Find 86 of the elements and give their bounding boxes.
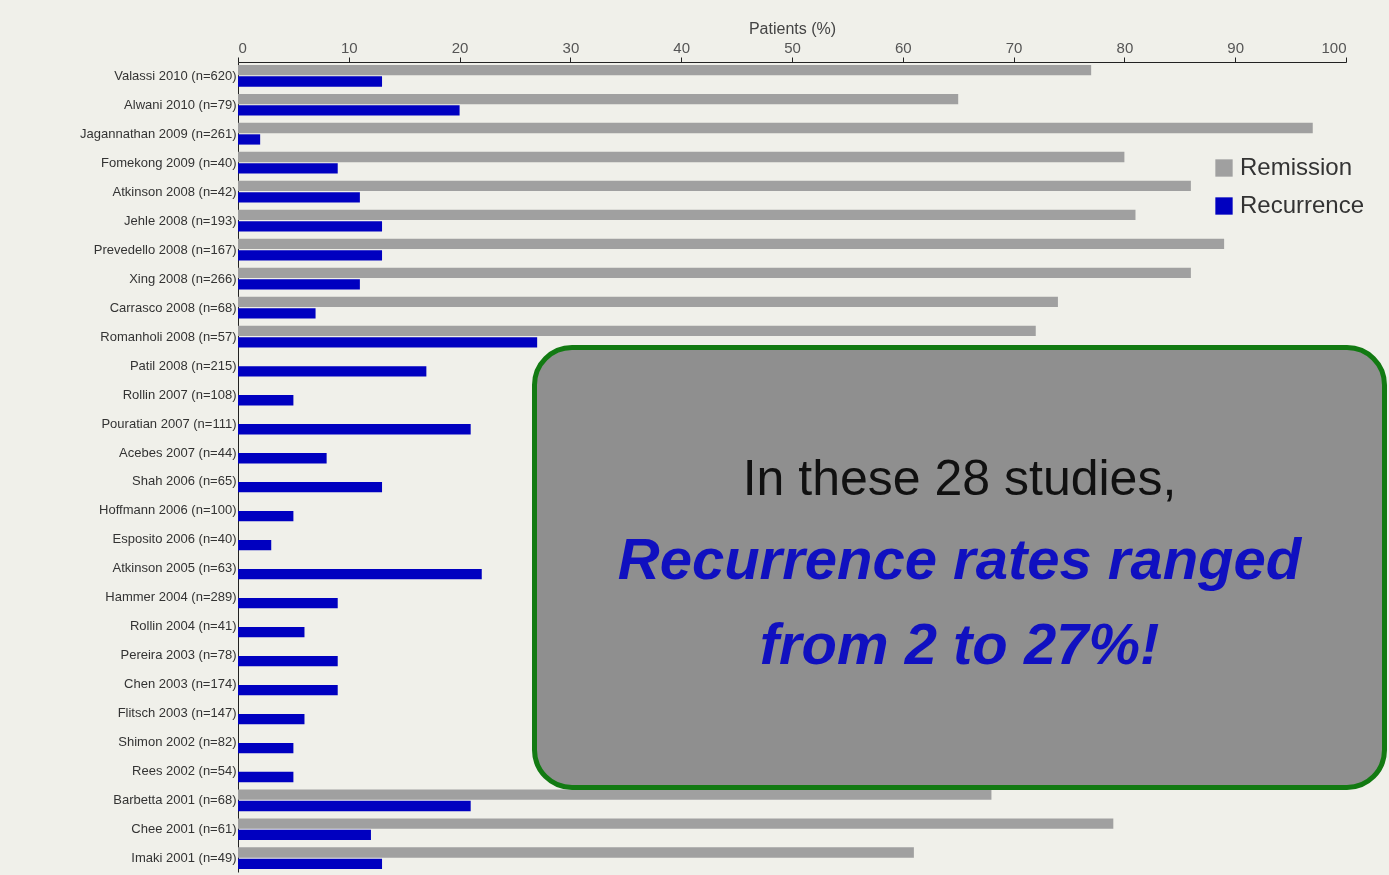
bar: [238, 279, 360, 290]
y-tick-label: Jehle 2008 (n=193): [124, 212, 237, 228]
y-tick-label: Rollin 2007 (n=108): [122, 386, 237, 402]
bar: [238, 684, 338, 696]
x-tick-label: 90: [1227, 38, 1245, 56]
bar: [238, 209, 1136, 221]
y-tick-label: Valassi 2010 (n=620): [114, 67, 237, 83]
bar: [238, 337, 538, 348]
x-tick-label: 10: [340, 38, 358, 56]
legend-label: Remission: [1240, 153, 1353, 180]
bar: [238, 858, 383, 870]
y-tick-label: Imaki 2001 (n=49): [131, 850, 237, 866]
y-tick-label: Chee 2001 (n=61): [131, 821, 237, 837]
x-tick-label: 70: [1005, 38, 1023, 56]
bar: [238, 221, 383, 232]
bar: [238, 163, 338, 174]
bar: [238, 308, 316, 319]
legend-label: Recurrence: [1240, 191, 1365, 218]
y-tick-label: Atkinson 2005 (n=63): [112, 560, 237, 576]
bar: [238, 511, 294, 522]
y-tick-label: Carrasco 2008 (n=68): [109, 299, 237, 315]
y-tick-label: Pereira 2003 (n=78): [120, 647, 237, 663]
y-tick-label: Xing 2008 (n=266): [129, 270, 237, 286]
y-tick-label: Rees 2002 (n=54): [132, 763, 237, 779]
bar: [238, 238, 1225, 250]
bar: [238, 424, 471, 435]
bar: [238, 180, 1191, 192]
bar: [238, 395, 294, 406]
y-tick-label: Pouratian 2007 (n=111): [101, 415, 237, 431]
bar: [238, 366, 427, 377]
y-tick-label: Patil 2008 (n=215): [129, 357, 237, 373]
x-tick-label: 20: [451, 38, 469, 56]
x-tick-label: 40: [673, 38, 691, 56]
bar: [238, 267, 1191, 279]
bar: [238, 800, 471, 812]
y-tick-label: Fomekong 2009 (n=40): [100, 154, 237, 170]
bar: [238, 151, 1125, 163]
bar: [238, 540, 272, 551]
bar: [238, 655, 338, 667]
y-tick-label: Barbetta 2001 (n=68): [113, 792, 237, 808]
x-tick-label: 100: [1321, 38, 1347, 56]
bar: [238, 597, 338, 609]
bar: [238, 569, 482, 580]
bar: [238, 105, 460, 116]
bar: [238, 453, 327, 464]
bar: [238, 626, 305, 638]
x-tick-label: 30: [562, 38, 580, 56]
annotation: Recurrence rates ranged from 2 to 27%!: [616, 525, 1303, 678]
x-tick-label: 80: [1116, 38, 1134, 56]
y-tick-label: Shah 2006 (n=65): [132, 473, 237, 489]
bar: [238, 192, 360, 203]
bar: [238, 325, 1036, 337]
callout-box: In these 28 studies, Recurrence rates ranged from 2 to 27%!: [532, 345, 1387, 790]
x-axis-title: Patients (%): [748, 19, 837, 37]
bar: [238, 829, 371, 841]
bar: [238, 742, 294, 754]
annotation: In these 28 studies,: [741, 449, 1178, 508]
y-tick-label: Flitsch 2003 (n=147): [117, 705, 237, 721]
bar: [238, 122, 1313, 134]
bar: [238, 134, 261, 145]
bar: [238, 789, 992, 800]
y-tick-label: Prevedello 2008 (n=167): [93, 241, 237, 257]
y-tick-label: Alwani 2010 (n=79): [124, 96, 237, 112]
bar: [238, 76, 383, 87]
y-tick-label: Chen 2003 (n=174): [124, 676, 237, 692]
y-tick-label: Rollin 2004 (n=41): [129, 618, 237, 634]
y-tick-label: Acebes 2007 (n=44): [119, 444, 237, 460]
x-tick-label: 50: [784, 38, 801, 56]
y-tick-label: Hoffmann 2006 (n=100): [99, 502, 237, 518]
x-tick-label: 0: [238, 38, 247, 56]
y-tick-label: Romanholi 2008 (n=57): [100, 328, 237, 344]
x-tick-label: 60: [894, 38, 912, 56]
y-tick-label: Shimon 2002 (n=82): [118, 734, 237, 750]
y-tick-label: Hammer 2004 (n=289): [105, 589, 237, 605]
bar: [238, 713, 305, 725]
bar: [238, 64, 1092, 76]
y-tick-label: Atkinson 2008 (n=42): [112, 183, 237, 199]
y-tick-label: Jagannathan 2009 (n=261): [80, 125, 237, 141]
bar: [238, 771, 294, 783]
bar: [238, 847, 914, 858]
bar: [238, 482, 383, 493]
bar: [238, 93, 959, 105]
bar: [238, 296, 1058, 308]
y-tick-label: Esposito 2006 (n=40): [112, 531, 237, 547]
bar: [238, 250, 383, 261]
bar: [238, 818, 1114, 829]
